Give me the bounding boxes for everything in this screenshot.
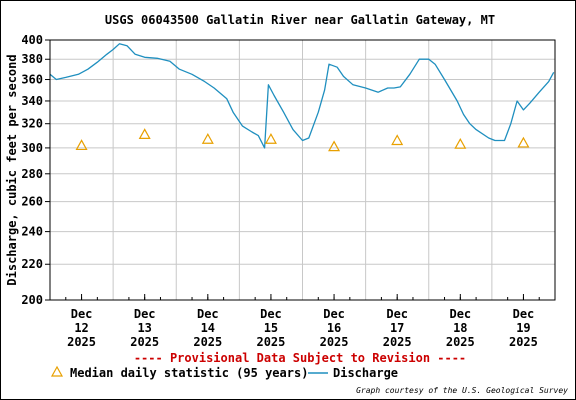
- x-tick-label: 2025: [67, 335, 96, 349]
- legend: Median daily statistic (95 years) Discha…: [50, 365, 398, 380]
- y-tick-label: 340: [21, 94, 43, 108]
- credit-line: Graph courtesy of the U.S. Geological Su…: [356, 386, 568, 395]
- plot-border: [49, 39, 556, 301]
- x-tick-label: 12: [74, 321, 88, 335]
- x-tick-label: Dec: [71, 307, 93, 321]
- median-point: [454, 137, 467, 149]
- x-tick-label: 2025: [509, 335, 538, 349]
- median-series: [75, 128, 530, 152]
- x-tick-label: 18: [453, 321, 467, 335]
- y-tick-label: 360: [21, 73, 43, 87]
- x-tick-label: 19: [516, 321, 530, 335]
- axis-ticks: 200220240260280300320340360380400Dec1220…: [21, 33, 540, 349]
- y-tick-label: 400: [21, 33, 43, 47]
- median-point: [328, 140, 341, 152]
- provisional-notice: ---- Provisional Data Subject to Revisio…: [134, 351, 466, 365]
- discharge-series: [49, 43, 555, 149]
- y-tick-label: 220: [21, 257, 43, 271]
- y-tick-label: 300: [21, 141, 43, 155]
- x-tick-label: 15: [264, 321, 278, 335]
- x-tick-label: Dec: [260, 307, 282, 321]
- x-tick-label: 2025: [130, 335, 159, 349]
- median-point: [201, 133, 214, 144]
- x-tick-label: 2025: [383, 335, 412, 349]
- legend-median-triangle-icon: [50, 365, 64, 377]
- discharge-line: [49, 43, 555, 149]
- x-tick-label: Dec: [323, 307, 345, 321]
- x-tick-label: 2025: [256, 335, 285, 349]
- x-tick-label: Dec: [134, 307, 156, 321]
- x-tick-label: Dec: [449, 307, 471, 321]
- legend-median-label: Median daily statistic (95 years): [70, 366, 308, 380]
- median-point: [517, 136, 530, 148]
- median-point: [75, 139, 88, 151]
- x-tick-label: 2025: [320, 335, 349, 349]
- x-tick-label: Dec: [197, 307, 219, 321]
- y-axis-label: Discharge, cubic feet per second: [5, 54, 19, 285]
- x-tick-label: Dec: [386, 307, 408, 321]
- y-tick-label: 240: [21, 225, 43, 239]
- median-point: [264, 133, 277, 144]
- x-tick-label: 14: [201, 321, 215, 335]
- chart-title: USGS 06043500 Gallatin River near Gallat…: [105, 13, 495, 27]
- y-tick-label: 200: [21, 293, 43, 307]
- x-tick-label: 2025: [193, 335, 222, 349]
- y-tick-label: 320: [21, 117, 43, 131]
- x-tick-label: 13: [137, 321, 151, 335]
- y-tick-label: 380: [21, 52, 43, 66]
- median-point: [138, 128, 151, 140]
- legend-discharge-label: Discharge: [333, 366, 398, 380]
- y-tick-label: 260: [21, 195, 43, 209]
- x-tick-label: 16: [327, 321, 341, 335]
- x-tick-label: 17: [390, 321, 404, 335]
- x-tick-label: 2025: [446, 335, 475, 349]
- median-point: [391, 134, 404, 146]
- grid: [50, 40, 555, 300]
- x-tick-label: Dec: [513, 307, 535, 321]
- y-tick-label: 280: [21, 167, 43, 181]
